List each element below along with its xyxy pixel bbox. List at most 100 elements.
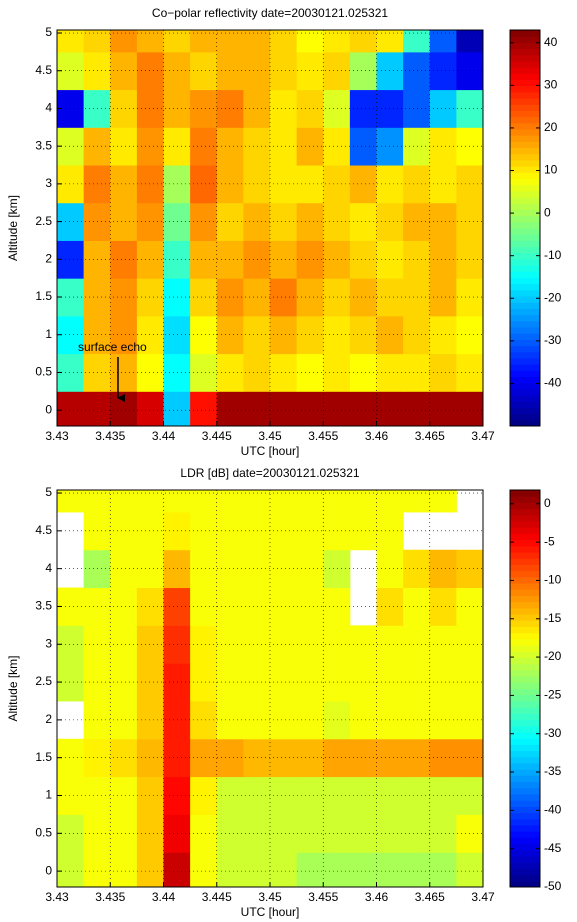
heatmap-cell [296,587,324,626]
colorbar-swatch [510,533,540,541]
colorbar-swatch [510,595,540,603]
heatmap-cell [376,587,404,626]
heatmap-cell [429,490,457,513]
colorbar-swatch [510,545,540,553]
heatmap-cell [270,549,298,589]
colorbar-tick-label: 30 [544,78,558,92]
heatmap-cell [349,490,377,513]
x-tick-label: 3.44 [152,429,176,443]
colorbar-swatch [510,744,540,752]
heatmap-cell [110,278,138,317]
colorbar-tick-label: 40 [544,35,558,49]
heatmap-cell [243,353,271,392]
heatmap-cell [403,587,431,626]
heatmap-cell [296,852,324,887]
x-tick-label: 3.445 [202,429,232,443]
heatmap-cell [136,814,164,853]
colorbar-swatch [510,818,540,826]
heatmap-cell [270,315,298,355]
x-tick-label: 3.445 [202,890,232,904]
x-tick-label: 3.43 [45,890,69,904]
heatmap-cell [376,663,404,702]
heatmap-cell [376,700,404,740]
heatmap-cell [190,852,218,887]
heatmap-cell [136,738,164,778]
heatmap-cell [216,165,244,204]
heatmap-cell [190,30,218,53]
heatmap-cell [270,391,298,426]
heatmap-cell [216,391,244,426]
heatmap-cell [163,391,191,426]
heatmap-cell [270,776,298,815]
heatmap-cell [216,663,244,702]
heatmap-cell [376,353,404,392]
colorbar-swatch [510,831,540,838]
colorbar-swatch [510,314,540,322]
heatmap-cell [323,587,351,626]
heatmap-cell [216,89,244,128]
heatmap-cell [57,490,85,513]
heatmap-cell [190,315,218,355]
heatmap-cell [270,127,298,166]
heatmap-cell [429,89,457,128]
heatmap-cell [349,278,377,317]
colorbar-swatch [510,252,540,260]
heatmap-cell [429,852,457,887]
heatmap-cell [403,490,431,513]
heatmap-cell [243,30,271,53]
colorbar-swatch [510,657,540,665]
heatmap-cell [323,391,351,426]
heatmap-cell [243,278,271,317]
heatmap-cell [136,587,164,626]
heatmap-cell [136,89,164,128]
colorbar-swatch [510,781,540,789]
colorbar-swatch [510,769,540,776]
x-tick-label: 3.44 [152,890,176,904]
y-tick-label: 0 [45,402,52,416]
y-tick-label: 4.5 [35,523,52,537]
heatmap-cell [110,127,138,166]
chart: 3.43 3.435 3.44 3.445 3.45 3.455 3.46 3.465 3.47… [6,6,561,458]
colorbar-swatch [510,694,540,702]
heatmap-cell [110,51,138,91]
chart: 3.43 3.435 3.44 3.445 3.45 3.455 3.46 3.465 3.47… [6,466,561,919]
heatmap-cell [429,202,457,241]
y-tick-label: 3 [45,176,52,190]
colorbar-swatch [510,849,540,857]
heatmap-cell [136,278,164,317]
heatmap-cell [429,814,457,853]
colorbar: 0 -5 -10 -15 -20 -25 -30 -35 -40 -45 -50 [509,489,562,893]
heatmap-cell [216,852,244,887]
heatmap-cell [349,625,377,664]
heatmap-cell [190,240,218,279]
colorbar-swatch [510,48,540,56]
heatmap-cell [349,391,377,426]
colorbar-swatch [510,521,540,528]
heatmap-cell [323,814,351,853]
colorbar-swatch [510,98,540,105]
y-tick-label: 1 [45,788,52,802]
heatmap-cell [429,625,457,664]
colorbar-swatch [510,762,540,770]
heatmap-cell [136,852,164,887]
heatmap-cell [349,700,377,740]
colorbar-swatch [510,707,540,714]
x-tick-label: 3.47 [471,890,495,904]
heatmap-cell [323,511,351,551]
y-tick-label: 2.5 [35,674,52,688]
colorbar-tick-label: -35 [544,764,562,778]
colorbar-swatch [510,843,540,851]
heatmap-cell [163,490,191,513]
colorbar-swatch [510,738,540,745]
heatmap-cell [243,89,271,128]
colorbar-swatch [510,793,540,801]
colorbar-swatch [510,539,540,547]
heatmap-cell [83,30,111,53]
heatmap-cell [376,776,404,815]
colorbar-tick-label: -25 [544,688,562,702]
heatmap-cell [296,278,324,317]
heatmap-cell [349,353,377,392]
colorbar-tick-label: -20 [544,649,562,663]
colorbar-swatch [510,750,540,758]
heatmap-cell [456,391,483,426]
